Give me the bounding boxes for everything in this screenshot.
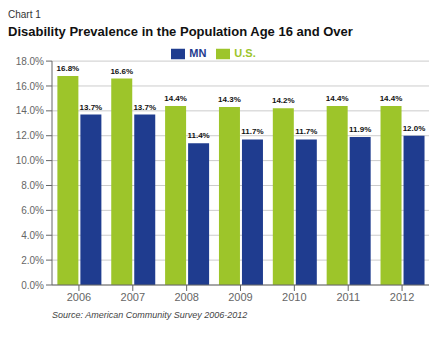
svg-text:0.0%: 0.0% xyxy=(21,280,44,291)
svg-text:12.0%: 12.0% xyxy=(403,124,426,133)
html-text:Source: American Community Sur: Source: American Community Survey 2006-2… xyxy=(52,310,248,320)
svg-text:13.7%: 13.7% xyxy=(133,103,156,112)
svg-text:4.0%: 4.0% xyxy=(21,230,44,241)
svg-text:14.3%: 14.3% xyxy=(218,95,241,104)
svg-text:14.4%: 14.4% xyxy=(380,94,403,103)
svg-text:12.0%: 12.0% xyxy=(16,130,44,141)
svg-text:2006: 2006 xyxy=(67,291,91,303)
svg-text:14.2%: 14.2% xyxy=(272,96,295,105)
svg-text:2009: 2009 xyxy=(228,291,252,303)
svg-text:2008: 2008 xyxy=(174,291,198,303)
html-text:MN: MN xyxy=(189,47,207,59)
svg-text:11.7%: 11.7% xyxy=(295,127,317,136)
svg-text:18.0%: 18.0% xyxy=(16,56,44,67)
svg-text:2.0%: 2.0% xyxy=(21,255,44,266)
svg-text:16.0%: 16.0% xyxy=(16,81,44,92)
html-text:Disability Prevalence in the P: Disability Prevalence in the Population … xyxy=(8,24,353,39)
svg-text:14.4%: 14.4% xyxy=(326,94,349,103)
svg-text:8.0%: 8.0% xyxy=(21,180,44,191)
svg-text:16.8%: 16.8% xyxy=(57,64,80,73)
svg-text:14.4%: 14.4% xyxy=(164,94,187,103)
svg-text:2007: 2007 xyxy=(121,291,145,303)
svg-text:2012: 2012 xyxy=(390,291,414,303)
svg-text:16.6%: 16.6% xyxy=(110,67,133,76)
svg-text:13.7%: 13.7% xyxy=(80,103,103,112)
svg-text:6.0%: 6.0% xyxy=(21,205,44,216)
svg-text:2010: 2010 xyxy=(282,291,306,303)
svg-text:2011: 2011 xyxy=(336,291,360,303)
svg-text:14.0%: 14.0% xyxy=(16,105,44,116)
svg-text:11.7%: 11.7% xyxy=(241,127,263,136)
svg-text:11.9%: 11.9% xyxy=(349,125,371,134)
html-text:U.S.: U.S. xyxy=(234,47,256,59)
svg-text:11.4%: 11.4% xyxy=(187,131,209,140)
html-text:Chart 1: Chart 1 xyxy=(8,9,41,20)
svg-text:10.0%: 10.0% xyxy=(16,155,44,166)
